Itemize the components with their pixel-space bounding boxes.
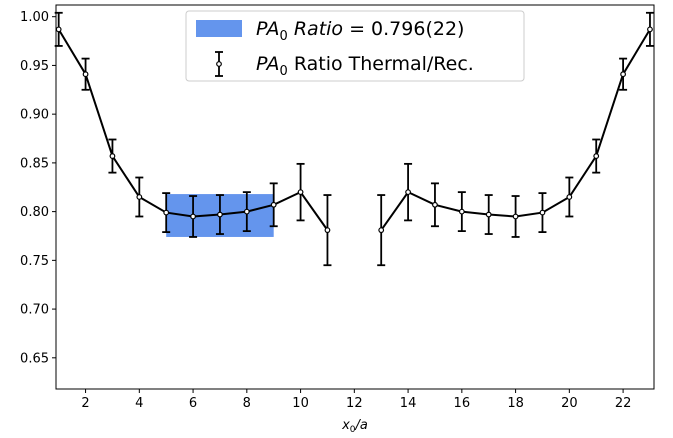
data-point bbox=[378, 227, 385, 234]
data-point bbox=[82, 71, 89, 78]
y-tick-label: 0.75 bbox=[20, 254, 49, 269]
y-tick-label: 0.90 bbox=[20, 108, 49, 123]
data-point bbox=[109, 153, 116, 159]
data-point bbox=[136, 194, 143, 200]
y-tick-label: 0.95 bbox=[20, 59, 49, 74]
legend: PA0 Ratio = 0.796(22) PA0 Ratio Thermal/… bbox=[185, 10, 525, 82]
plot-area bbox=[54, 11, 654, 267]
legend-marker bbox=[216, 61, 222, 67]
x-axis-label: x0/a bbox=[341, 418, 368, 435]
y-tick-label: 1.00 bbox=[20, 10, 49, 25]
y-axis: 0.65 0.70 0.75 0.80 0.85 0.90 0.95 1.00 bbox=[20, 10, 56, 366]
data-point bbox=[539, 209, 546, 216]
y-tick-label: 0.70 bbox=[20, 303, 49, 318]
x-tick-label: 16 bbox=[454, 396, 471, 411]
x-tick-label: 18 bbox=[507, 396, 524, 411]
data-point bbox=[485, 211, 492, 218]
x-tick-label: 20 bbox=[561, 396, 578, 411]
legend-box bbox=[185, 10, 525, 82]
legend-swatch-series bbox=[215, 51, 223, 77]
data-point bbox=[217, 211, 223, 218]
x-tick-label: 2 bbox=[81, 396, 89, 411]
data-point bbox=[566, 194, 573, 200]
y-tick-label: 0.65 bbox=[20, 351, 49, 366]
data-point bbox=[405, 189, 411, 196]
y-tick-label: 0.85 bbox=[20, 156, 49, 171]
x-tick-label: 6 bbox=[189, 396, 197, 411]
x-tick-label: 12 bbox=[346, 396, 363, 411]
x-tick-label: 4 bbox=[135, 396, 143, 411]
data-point bbox=[647, 26, 653, 33]
data-point bbox=[458, 208, 465, 215]
y-tick-label: 0.80 bbox=[20, 205, 49, 220]
data-point bbox=[297, 189, 304, 196]
data-point bbox=[55, 26, 62, 33]
x-tick-label: 8 bbox=[243, 396, 251, 411]
x-tick-label: 22 bbox=[615, 396, 632, 411]
x-tick-label: 10 bbox=[292, 396, 309, 411]
data-point bbox=[512, 213, 519, 220]
data-point bbox=[324, 227, 331, 234]
data-point bbox=[190, 213, 196, 220]
legend-swatch-band bbox=[196, 20, 242, 37]
data-point bbox=[243, 208, 250, 215]
data-point bbox=[593, 153, 600, 159]
data-point bbox=[163, 209, 170, 216]
data-point bbox=[432, 201, 438, 208]
legend-label-band: PA0 Ratio = 0.796(22) bbox=[256, 18, 464, 44]
x-axis: 2 4 6 8 10 12 14 16 18 20 22 bbox=[81, 389, 631, 411]
data-point bbox=[270, 201, 277, 208]
legend-label-series: PA0 Ratio Thermal/Rec. bbox=[256, 53, 474, 79]
data-point bbox=[620, 71, 626, 78]
x-tick-label: 14 bbox=[400, 396, 417, 411]
axes-frame bbox=[55, 4, 655, 390]
